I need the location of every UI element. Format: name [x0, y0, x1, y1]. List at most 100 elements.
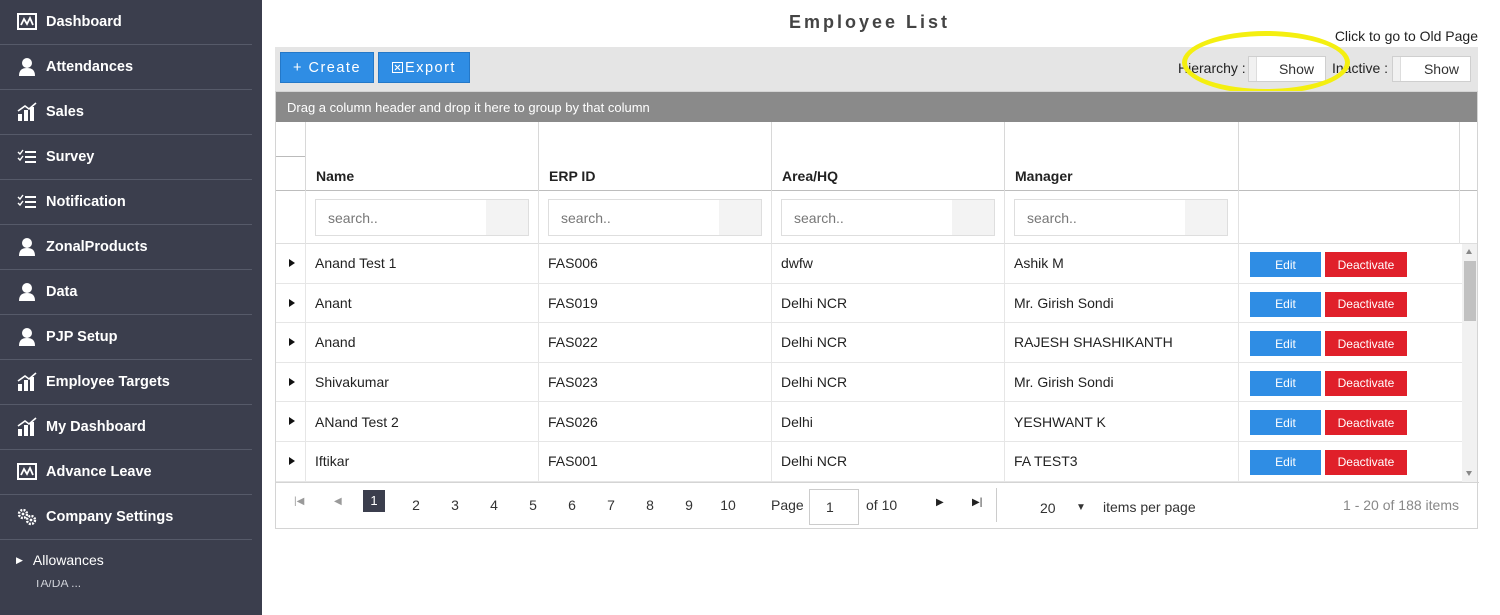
prev-page-icon[interactable]: ◀: [334, 496, 342, 507]
cell-erp: FAS026: [538, 402, 771, 441]
bar-chart-icon: [16, 372, 38, 392]
expand-row-icon[interactable]: [289, 338, 295, 347]
cell-erp: FAS001: [538, 441, 771, 481]
scroll-down-icon[interactable]: [1466, 471, 1472, 476]
deactivate-button[interactable]: Deactivate: [1325, 331, 1407, 357]
filter-box: [548, 199, 762, 236]
main-content: Employee List Click to go to Old Page + …: [262, 0, 1500, 615]
table-row: Iftikar FAS001 Delhi NCR FA TEST3 Edit Deacti…: [276, 441, 1477, 482]
name-search-input[interactable]: [316, 200, 486, 235]
export-button[interactable]: Export: [378, 52, 470, 83]
expand-row-icon[interactable]: [289, 456, 295, 465]
page-number-6[interactable]: 6: [568, 497, 576, 513]
edit-button[interactable]: Edit: [1250, 331, 1321, 357]
sidebar-item-label: Company Settings: [46, 509, 174, 525]
grid-scrollbar[interactable]: [1462, 244, 1477, 482]
sidebar-item-label: PJP Setup: [46, 329, 118, 345]
page-size-select[interactable]: 20: [1040, 500, 1056, 516]
old-page-link[interactable]: Click to go to Old Page: [1334, 28, 1478, 44]
expand-row-icon[interactable]: [289, 417, 295, 426]
page-number-3[interactable]: 3: [451, 497, 459, 513]
page-number-5[interactable]: 5: [529, 497, 537, 513]
expand-row-icon[interactable]: [289, 377, 295, 386]
pager-range-info: 1 - 20 of 188 items: [1343, 497, 1459, 513]
sidebar-item-cut[interactable]: TA/DA ...: [34, 580, 82, 590]
sidebar-item-label: Allowances: [32, 552, 104, 568]
page-number-7[interactable]: 7: [607, 497, 615, 513]
sidebar-item-label: ZonalProducts: [46, 239, 148, 255]
sidebar-item-allowances[interactable]: ▶ Allowances: [0, 540, 262, 580]
erp-search-input[interactable]: [549, 200, 719, 235]
user-icon: [16, 282, 38, 302]
create-button[interactable]: + Create: [280, 52, 374, 83]
edit-button[interactable]: Edit: [1250, 410, 1321, 436]
deactivate-button[interactable]: Deactivate: [1325, 252, 1407, 277]
group-by-hint[interactable]: Drag a column header and drop it here to…: [276, 92, 1477, 122]
user-icon: [16, 57, 38, 77]
page-number-8[interactable]: 8: [646, 497, 654, 513]
cell-erp: FAS022: [538, 323, 771, 362]
sidebar-item-advance-leave[interactable]: Advance Leave: [0, 450, 252, 495]
sidebar-item-label: Sales: [46, 104, 84, 120]
edit-button[interactable]: Edit: [1250, 449, 1321, 475]
sidebar-item-label: Dashboard: [46, 14, 122, 30]
cell-name: Shivakumar: [305, 362, 538, 402]
edit-button[interactable]: Edit: [1250, 370, 1321, 396]
cell-name: Anand Test 1: [305, 244, 538, 283]
edit-button[interactable]: Edit: [1250, 291, 1321, 317]
sidebar-item-zonalproducts[interactable]: ZonalProducts: [0, 225, 252, 270]
sidebar-item-notification[interactable]: Notification: [0, 180, 252, 225]
cell-manager: YESHWANT K: [1004, 402, 1238, 441]
bar-chart-icon: [16, 417, 38, 437]
scroll-up-icon[interactable]: [1466, 249, 1472, 254]
filter-cell-erp: [538, 191, 771, 244]
excel-icon: [392, 62, 404, 73]
page-number-1[interactable]: 1: [363, 490, 385, 512]
last-page-icon[interactable]: ▶|: [972, 497, 983, 508]
column-header-erp-id[interactable]: ERP ID: [538, 122, 771, 191]
sidebar-item-data[interactable]: Data: [0, 270, 252, 315]
deactivate-button[interactable]: Deactivate: [1325, 449, 1407, 475]
inactive-toggle[interactable]: Show: [1392, 56, 1471, 82]
edit-button[interactable]: Edit: [1250, 252, 1321, 277]
sidebar: Dashboard Attendances Sales Survey Notificat…: [0, 0, 262, 615]
column-header-manager[interactable]: Manager: [1004, 122, 1238, 191]
cell-area: dwfw: [771, 244, 1004, 283]
sidebar-item-sales[interactable]: Sales: [0, 90, 252, 135]
page-number-input[interactable]: [809, 489, 859, 525]
next-page-icon[interactable]: ▶: [936, 497, 944, 508]
table-row: Shivakumar FAS023 Delhi NCR Mr. Girish Sond…: [276, 362, 1477, 403]
page-number-9[interactable]: 9: [685, 497, 693, 513]
cell-actions: Edit Deactivate: [1238, 323, 1460, 362]
filter-cell-name: [305, 191, 538, 244]
page-number-4[interactable]: 4: [490, 497, 498, 513]
expand-row-icon[interactable]: [289, 259, 295, 267]
sidebar-item-pjp-setup[interactable]: PJP Setup: [0, 315, 252, 360]
sidebar-item-attendances[interactable]: Attendances: [0, 45, 252, 90]
monitor-chart-icon: [16, 462, 38, 482]
chevron-down-icon[interactable]: ▼: [1076, 502, 1086, 513]
sidebar-item-company-settings[interactable]: Company Settings: [0, 495, 252, 540]
column-header-area[interactable]: Area/HQ: [771, 122, 1004, 191]
sidebar-item-my-dashboard[interactable]: My Dashboard: [0, 405, 252, 450]
scroll-thumb[interactable]: [1464, 261, 1476, 321]
page-number-10[interactable]: 10: [720, 497, 736, 513]
sidebar-item-survey[interactable]: Survey: [0, 135, 252, 180]
page-number-2[interactable]: 2: [412, 497, 420, 513]
sidebar-item-dashboard[interactable]: Dashboard: [0, 0, 252, 45]
list-check-icon: [16, 147, 38, 167]
highlight-annotation: [1182, 31, 1350, 94]
sidebar-item-employee-targets[interactable]: Employee Targets: [0, 360, 252, 405]
cell-manager: FA TEST3: [1004, 441, 1238, 481]
page-size-label: items per page: [1103, 499, 1196, 515]
area-search-input[interactable]: [782, 200, 952, 235]
deactivate-button[interactable]: Deactivate: [1325, 291, 1407, 317]
expand-row-icon[interactable]: [289, 298, 295, 307]
deactivate-button[interactable]: Deactivate: [1325, 370, 1407, 396]
manager-search-input[interactable]: [1015, 200, 1185, 235]
column-header-name[interactable]: Name: [305, 122, 538, 191]
deactivate-button[interactable]: Deactivate: [1325, 410, 1407, 436]
first-page-icon[interactable]: |◀: [294, 496, 305, 507]
cell-erp: FAS019: [538, 283, 771, 323]
